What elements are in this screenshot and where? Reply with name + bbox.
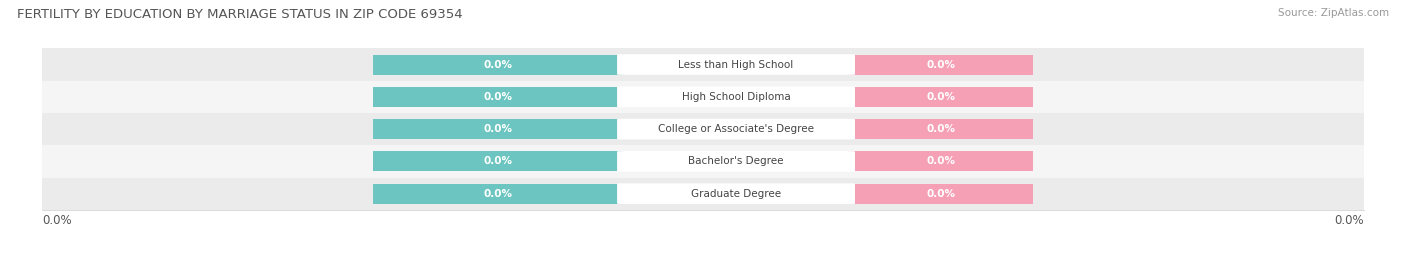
Bar — [373, 151, 624, 171]
FancyBboxPatch shape — [617, 151, 855, 172]
Bar — [848, 151, 1033, 171]
FancyBboxPatch shape — [617, 119, 855, 139]
Bar — [373, 87, 624, 107]
Bar — [373, 119, 624, 139]
Bar — [42, 145, 1364, 178]
Text: Bachelor's Degree: Bachelor's Degree — [689, 156, 783, 167]
Text: College or Associate's Degree: College or Associate's Degree — [658, 124, 814, 134]
Text: 0.0%: 0.0% — [484, 92, 513, 102]
Text: 0.0%: 0.0% — [927, 124, 956, 134]
Bar — [42, 178, 1364, 210]
Text: 0.0%: 0.0% — [484, 124, 513, 134]
Text: FERTILITY BY EDUCATION BY MARRIAGE STATUS IN ZIP CODE 69354: FERTILITY BY EDUCATION BY MARRIAGE STATU… — [17, 8, 463, 21]
Text: 0.0%: 0.0% — [484, 156, 513, 167]
FancyBboxPatch shape — [617, 87, 855, 107]
Text: High School Diploma: High School Diploma — [682, 92, 790, 102]
Text: Less than High School: Less than High School — [679, 59, 793, 70]
Bar — [373, 184, 624, 204]
Bar — [42, 81, 1364, 113]
Text: 0.0%: 0.0% — [927, 189, 956, 199]
FancyBboxPatch shape — [617, 183, 855, 204]
Bar — [848, 55, 1033, 75]
Bar — [42, 113, 1364, 145]
Text: 0.0%: 0.0% — [927, 156, 956, 167]
Text: 0.0%: 0.0% — [42, 214, 72, 227]
Bar — [848, 119, 1033, 139]
Text: 0.0%: 0.0% — [927, 92, 956, 102]
Bar — [848, 184, 1033, 204]
Bar — [848, 87, 1033, 107]
Text: Graduate Degree: Graduate Degree — [690, 189, 782, 199]
FancyBboxPatch shape — [617, 54, 855, 75]
Text: 0.0%: 0.0% — [484, 189, 513, 199]
Bar — [373, 55, 624, 75]
Bar — [42, 48, 1364, 81]
Text: 0.0%: 0.0% — [927, 59, 956, 70]
Text: Source: ZipAtlas.com: Source: ZipAtlas.com — [1278, 8, 1389, 18]
Legend: Married, Unmarried: Married, Unmarried — [616, 266, 790, 269]
Text: 0.0%: 0.0% — [1334, 214, 1364, 227]
Text: 0.0%: 0.0% — [484, 59, 513, 70]
